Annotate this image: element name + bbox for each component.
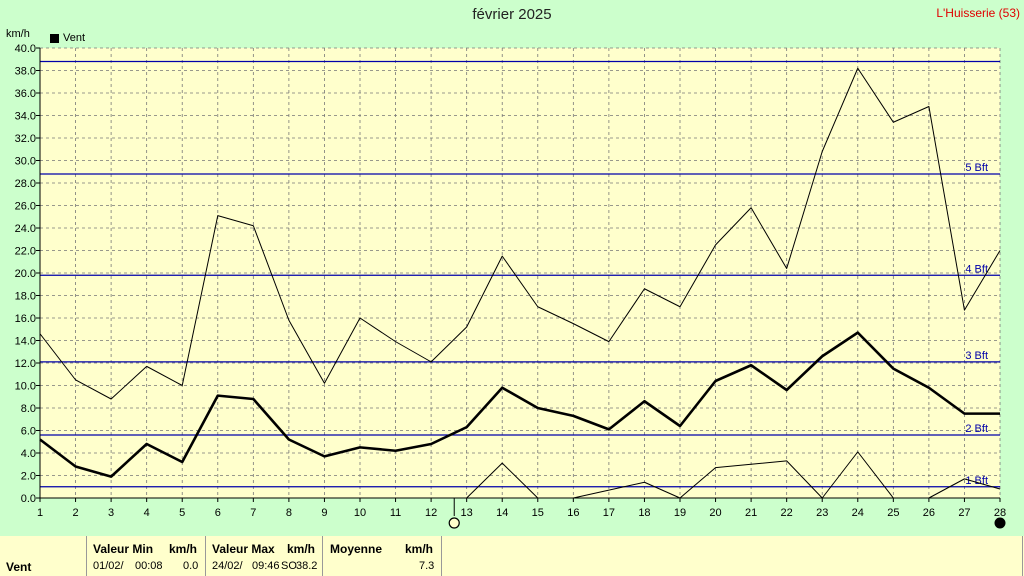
legend: Vent (50, 32, 85, 44)
legend-swatch (50, 33, 59, 43)
y-tick-label-4.0: 4.0 (21, 448, 36, 460)
avg-unit: km/h (405, 542, 434, 556)
max-header: Valeur Max (212, 542, 275, 556)
y-tick-label-12.0: 12.0 (15, 358, 36, 370)
x-tick-label-20: 20 (709, 507, 721, 519)
x-tick-label-10: 10 (354, 507, 366, 519)
min-header: Valeur Min (93, 542, 154, 556)
beaufort-label-1: 2 Bft (965, 423, 988, 435)
x-tick-label-18: 18 (638, 507, 650, 519)
min-value: 0.0 (183, 560, 199, 572)
y-tick-label-30.0: 30.0 (15, 156, 36, 168)
max-value: 38.2 (296, 560, 318, 572)
min-date: 01/02/ (93, 560, 124, 572)
x-tick-label-27: 27 (958, 507, 970, 519)
stats-panel: Vent Valeur Min km/h 01/02/ 00:08 0.0 Va… (0, 536, 1024, 576)
x-tick-label-1: 1 (37, 507, 43, 519)
x-tick-label-22: 22 (781, 507, 793, 519)
y-tick-label-38.0: 38.0 (15, 66, 36, 78)
max-unit: km/h (287, 542, 316, 556)
series-min-line (466, 451, 1001, 499)
min-unit: km/h (169, 542, 198, 556)
new-moon-icon (994, 517, 1006, 529)
series-max-line (39, 67, 1001, 400)
min-time: 00:08 (135, 560, 163, 572)
chart-title: février 2025 (472, 6, 552, 23)
stats-min-cell: Valeur Min km/h 01/02/ 00:08 0.0 (87, 536, 206, 576)
x-tick-label-4: 4 (144, 507, 150, 519)
beaufort-label-4: 5 Bft (965, 162, 988, 174)
y-tick-label-20.0: 20.0 (15, 268, 36, 280)
x-tick-label-26: 26 (923, 507, 935, 519)
x-tick-label-25: 25 (887, 507, 899, 519)
beaufort-label-3: 4 Bft (965, 263, 988, 275)
x-tick-label-5: 5 (179, 507, 185, 519)
stats-row-label-cell: Vent (0, 536, 87, 576)
stats-avg-cell: Moyenne km/h 7.3 (323, 536, 442, 576)
full-moon-icon (448, 517, 460, 529)
y-tick-label-10.0: 10.0 (15, 381, 36, 393)
y-tick-label-14.0: 14.0 (15, 336, 36, 348)
y-tick-label-40.0: 40.0 (15, 43, 36, 55)
max-time: 09:46 (252, 560, 280, 572)
x-tick-label-19: 19 (674, 507, 686, 519)
y-tick-label-18.0: 18.0 (15, 291, 36, 303)
y-tick-label-32.0: 32.0 (15, 133, 36, 145)
series-mean-line (39, 331, 1000, 478)
x-tick-label-8: 8 (286, 507, 292, 519)
avg-header: Moyenne (330, 542, 383, 556)
x-tick-label-15: 15 (532, 507, 544, 519)
x-tick-label-21: 21 (745, 507, 757, 519)
x-tick-label-7: 7 (250, 507, 256, 519)
x-tick-label-2: 2 (72, 507, 78, 519)
x-tick-label-17: 17 (603, 507, 615, 519)
x-tick-label-3: 3 (108, 507, 114, 519)
legend-label: Vent (63, 32, 86, 44)
y-tick-label-24.0: 24.0 (15, 223, 36, 235)
x-tick-label-12: 12 (425, 507, 437, 519)
x-tick-label-13: 13 (461, 507, 473, 519)
avg-value: 7.3 (419, 560, 435, 572)
y-tick-label-8.0: 8.0 (21, 403, 36, 415)
y-tick-label-16.0: 16.0 (15, 313, 36, 325)
x-tick-label-23: 23 (816, 507, 828, 519)
y-tick-label-22.0: 22.0 (15, 246, 36, 258)
y-tick-label-34.0: 34.0 (15, 111, 36, 123)
max-date: 24/02/ (212, 560, 243, 572)
station-location: L'Huisserie (53) (936, 6, 1020, 20)
y-tick-label-2.0: 2.0 (21, 471, 36, 483)
y-tick-label-28.0: 28.0 (15, 178, 36, 190)
x-tick-label-28: 28 (994, 507, 1006, 519)
y-tick-label-26.0: 26.0 (15, 201, 36, 213)
y-tick-label-36.0: 36.0 (15, 88, 36, 100)
stats-empty-cell (442, 536, 1023, 576)
stats-row-label: Vent (6, 560, 32, 574)
y-axis-unit: km/h (6, 28, 30, 40)
x-tick-label-6: 6 (215, 507, 221, 519)
max-direction: SO (281, 560, 297, 572)
y-tick-label-6.0: 6.0 (21, 426, 36, 438)
stats-max-cell: Valeur Max km/h 24/02/ 09:46 SO 38.2 (206, 536, 323, 576)
x-tick-label-24: 24 (852, 507, 864, 519)
x-tick-label-16: 16 (567, 507, 579, 519)
y-tick-label-0.0: 0.0 (21, 493, 36, 505)
x-tick-label-14: 14 (496, 507, 508, 519)
beaufort-label-2: 3 Bft (965, 350, 988, 362)
x-tick-label-11: 11 (390, 507, 401, 519)
x-tick-label-9: 9 (321, 507, 327, 519)
